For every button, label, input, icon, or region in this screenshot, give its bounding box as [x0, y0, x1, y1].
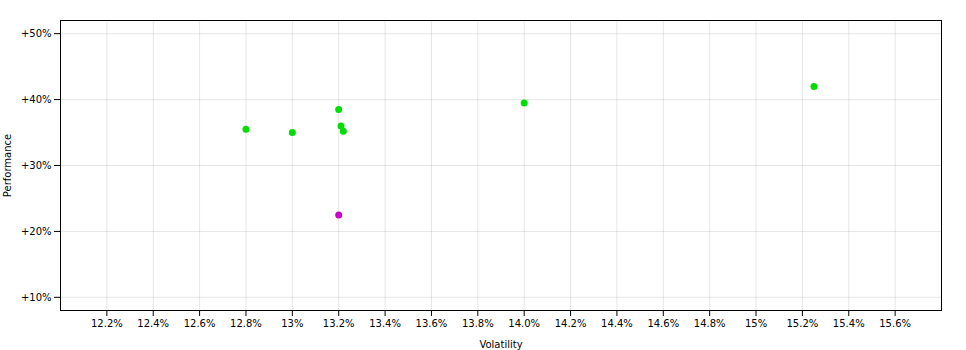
svg-text:14.8%: 14.8% [694, 318, 726, 329]
svg-text:12.6%: 12.6% [184, 318, 216, 329]
svg-text:14.0%: 14.0% [508, 318, 540, 329]
svg-text:15%: 15% [745, 318, 767, 329]
svg-text:12.4%: 12.4% [137, 318, 169, 329]
svg-text:+20%: +20% [21, 226, 52, 237]
svg-text:15.6%: 15.6% [879, 318, 911, 329]
svg-text:15.4%: 15.4% [833, 318, 865, 329]
svg-text:13.6%: 13.6% [416, 318, 448, 329]
svg-text:+30%: +30% [21, 160, 52, 171]
svg-text:13%: 13% [281, 318, 303, 329]
svg-text:14.4%: 14.4% [601, 318, 633, 329]
svg-text:Performance: Performance [2, 134, 13, 197]
svg-text:13.4%: 13.4% [369, 318, 401, 329]
svg-text:13.8%: 13.8% [462, 318, 494, 329]
svg-text:13.2%: 13.2% [323, 318, 355, 329]
svg-text:+10%: +10% [21, 292, 52, 303]
svg-text:14.6%: 14.6% [647, 318, 679, 329]
svg-text:+40%: +40% [21, 94, 52, 105]
svg-text:14.2%: 14.2% [555, 318, 587, 329]
svg-text:+50%: +50% [21, 28, 52, 39]
svg-text:15.2%: 15.2% [787, 318, 819, 329]
svg-text:Volatility: Volatility [479, 339, 522, 350]
svg-text:12.2%: 12.2% [91, 318, 123, 329]
svg-text:12.8%: 12.8% [230, 318, 262, 329]
